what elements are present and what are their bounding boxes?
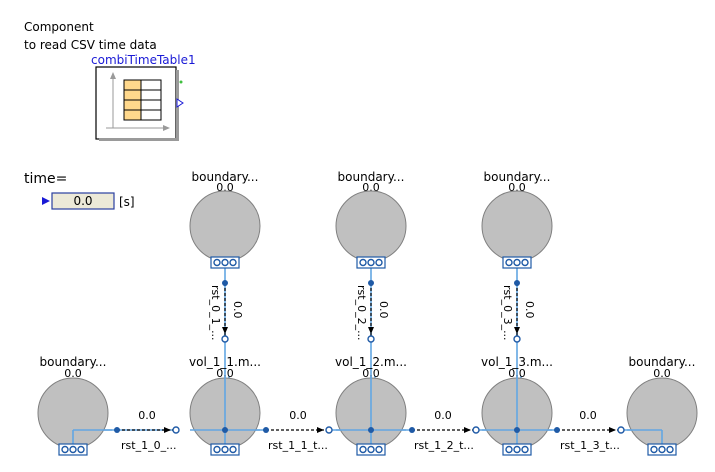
bottom-left-boundary[interactable]: boundary... 0.0: [37, 355, 112, 456]
table-icon: [106, 72, 170, 131]
vertical-resistor-2-value: 0.0: [377, 301, 390, 319]
comment-line-2: to read CSV time data: [24, 38, 157, 52]
volume-3[interactable]: vol_1_3.m... 0.0: [481, 355, 553, 456]
vertical-resistor-3[interactable]: rst_0_3_... 0.0: [501, 280, 536, 343]
horizontal-resistor-1-value: 0.0: [138, 409, 156, 422]
volume-1-value: 0.0: [216, 367, 234, 380]
bottom-left-boundary-name: boundary...: [40, 355, 107, 369]
vertical-resistor-1[interactable]: rst_0_1_... 0.0: [209, 280, 244, 343]
vertical-resistor-2[interactable]: rst_0_2_... 0.0: [355, 280, 390, 343]
top-boundary-3-name: boundary...: [484, 170, 551, 184]
horizontal-resistor-2-name: rst_1_1_t...: [268, 439, 328, 452]
time-value: 0.0: [73, 194, 92, 208]
horizontal-resistor-4-name: rst_1_3_t...: [560, 439, 620, 452]
time-input-arrow-icon: [42, 197, 50, 205]
vertical-resistor-3-value: 0.0: [523, 301, 536, 319]
horizontal-resistor-3[interactable]: 0.0 rst_1_2_t...: [409, 409, 480, 452]
vertical-resistor-1-value: 0.0: [231, 301, 244, 319]
horizontal-resistor-3-value: 0.0: [434, 409, 452, 422]
volume-3-value: 0.0: [508, 367, 526, 380]
bottom-left-boundary-value: 0.0: [64, 367, 82, 380]
volume-2[interactable]: vol_1_2.m... 0.0: [335, 355, 407, 456]
time-value-box[interactable]: [51, 192, 115, 210]
horizontal-resistor-1[interactable]: 0.0 rst_1_0_...: [114, 409, 180, 452]
top-boundary-2-value: 0.0: [362, 181, 380, 194]
horizontal-resistor-1-name: rst_1_0_...: [121, 439, 177, 452]
time-label: time=: [24, 171, 67, 187]
volume-1-name: vol_1_1.m...: [189, 355, 261, 369]
top-boundary-3-value: 0.0: [508, 181, 526, 194]
bottom-right-boundary-name: boundary...: [629, 355, 696, 369]
table-output-port[interactable]: [176, 98, 184, 108]
bottom-right-boundary[interactable]: boundary... 0.0: [626, 355, 698, 456]
horizontal-resistor-4-value: 0.0: [579, 409, 597, 422]
top-boundary-1-name: boundary...: [192, 170, 259, 184]
time-unit: [s]: [119, 195, 135, 209]
vertical-resistor-1-name: rst_0_1_...: [209, 285, 222, 341]
horizontal-resistor-3-name: rst_1_2_t...: [414, 439, 474, 452]
horizontal-resistor-4[interactable]: 0.0 rst_1_3_t...: [554, 409, 625, 452]
vertical-resistor-3-name: rst_0_3_...: [501, 285, 514, 341]
top-boundary-1-value: 0.0: [216, 181, 234, 194]
comment-line-1: Component: [24, 20, 94, 34]
horizontal-resistor-2[interactable]: 0.0 rst_1_1_t...: [263, 409, 333, 452]
top-boundary-1[interactable]: boundary... 0.0: [189, 170, 261, 269]
volume-1[interactable]: vol_1_1.m... 0.0: [189, 355, 261, 456]
horizontal-resistor-2-value: 0.0: [289, 409, 307, 422]
top-boundary-3[interactable]: boundary... 0.0: [481, 170, 553, 269]
combi-time-table-label: combiTimeTable1: [91, 53, 196, 67]
vertical-resistor-2-name: rst_0_2_...: [355, 285, 368, 341]
top-boundary-2[interactable]: boundary... 0.0: [335, 170, 407, 269]
bottom-right-boundary-value: 0.0: [653, 367, 671, 380]
volume-2-value: 0.0: [362, 367, 380, 380]
volume-3-name: vol_1_3.m...: [481, 355, 553, 369]
volume-2-name: vol_1_2.m...: [335, 355, 407, 369]
combi-time-table-component[interactable]: combiTimeTable1: [91, 53, 196, 141]
top-boundary-2-name: boundary...: [338, 170, 405, 184]
